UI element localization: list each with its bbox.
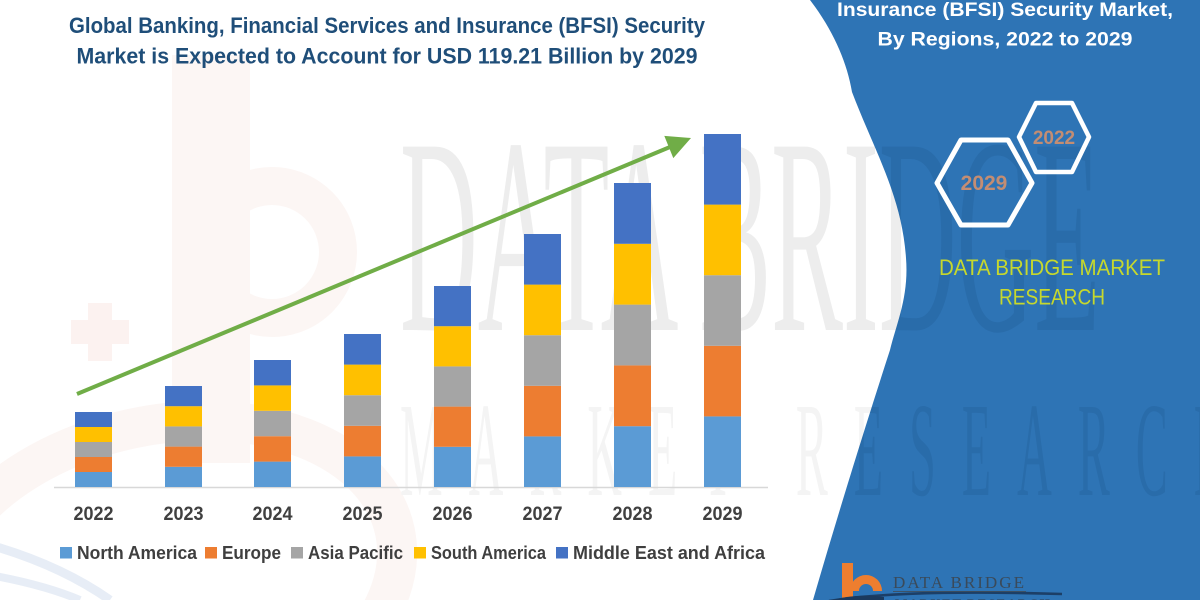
svg-text:Insurance (BFSI) Security Mark: Insurance (BFSI) Security Market,	[837, 0, 1173, 21]
svg-text:Market is Expected to Account: Market is Expected to Account for USD 11…	[77, 44, 698, 69]
svg-text:2024: 2024	[253, 503, 293, 525]
svg-text:2022: 2022	[1033, 128, 1075, 149]
svg-text:North America: North America	[77, 542, 198, 563]
svg-text:DATA BRIDGE MARKET: DATA BRIDGE MARKET	[939, 255, 1165, 280]
svg-text:By Regions, 2022 to 2029: By Regions, 2022 to 2029	[878, 29, 1133, 51]
svg-text:2025: 2025	[343, 503, 383, 525]
svg-text:RESEARCH: RESEARCH	[999, 285, 1105, 310]
svg-text:2029: 2029	[703, 503, 743, 525]
svg-text:Asia Pacific: Asia Pacific	[308, 542, 403, 563]
svg-text:South America: South America	[431, 542, 547, 563]
svg-text:2029: 2029	[961, 172, 1008, 195]
svg-text:2028: 2028	[613, 503, 653, 525]
svg-text:Middle East and Africa: Middle East and Africa	[573, 542, 766, 563]
svg-text:DATA BRIDGE: DATA BRIDGE	[893, 573, 1026, 592]
svg-text:Global Banking, Financial Serv: Global Banking, Financial Services and I…	[69, 13, 706, 38]
svg-text:2026: 2026	[433, 503, 473, 525]
svg-text:Europe: Europe	[222, 542, 281, 563]
svg-text:2022: 2022	[74, 503, 114, 525]
svg-text:2023: 2023	[164, 503, 204, 525]
svg-text:2027: 2027	[523, 503, 563, 525]
svg-text:MARKET RESEARCH: MARKET RESEARCH	[895, 596, 1051, 600]
svg-text:MARKET RESEARCH: MARKET RESEARCH	[400, 375, 1200, 524]
